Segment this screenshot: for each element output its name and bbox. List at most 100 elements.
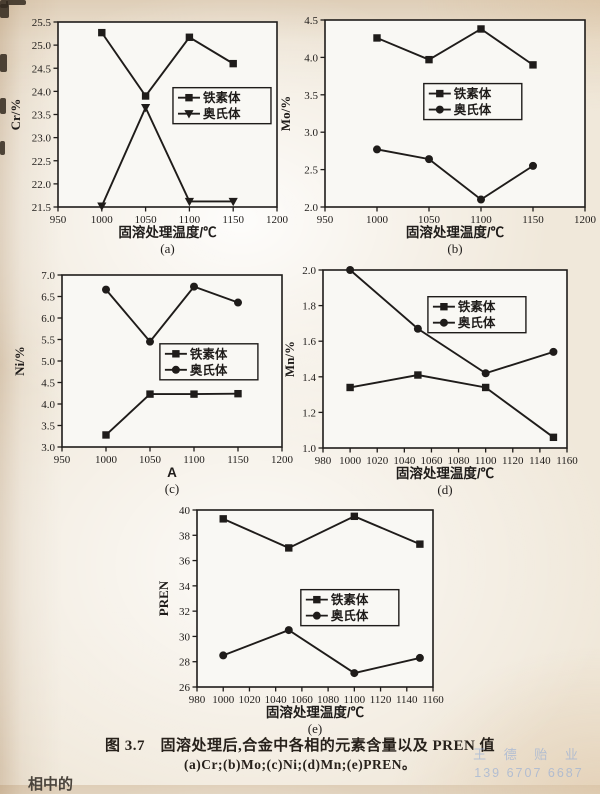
x-axis-label: 固溶处理温度/℃: [118, 224, 217, 240]
chart-e-legend-label-0: 铁素体: [331, 592, 369, 607]
marker-square: [436, 89, 444, 98]
y-tick-label: 23.5: [32, 110, 52, 122]
figure-caption-title: 图 3.7 固溶处理后,合金中各相的元素含量以及 PREN 值: [104, 738, 496, 754]
y-tick-label: 3.0: [304, 127, 318, 139]
x-tick-label: 1050: [135, 214, 158, 226]
x-tick-label: 1000: [212, 694, 235, 706]
y-tick-label: 1.6: [302, 336, 316, 348]
x-tick-label: 1050: [139, 454, 162, 466]
y-tick-label: 3.5: [304, 90, 318, 102]
marker-square: [102, 431, 110, 439]
subplot-label: (b): [447, 241, 462, 256]
y-tick-label: 23.0: [32, 133, 52, 145]
subplot-label: (d): [437, 482, 452, 497]
marker-triangle-down: [141, 103, 151, 113]
x-tick-label: 1100: [475, 455, 497, 467]
marker-square: [477, 25, 485, 33]
y-tick-label: 3.0: [41, 442, 55, 454]
marker-square: [285, 544, 293, 552]
chart-e-legend-box: [300, 588, 400, 627]
chart-b-svg: 950 1000 1050 1100 1150 1200 2.0 2.5 3.0 3.5 4.0 4.…: [278, 15, 597, 256]
chart-c-legend-box: [159, 343, 259, 381]
marker-circle: [190, 282, 198, 291]
scan-smudge: [0, 4, 9, 18]
x-tick-label: 1200: [574, 214, 597, 226]
y-tick-label: 4.0: [304, 52, 318, 64]
y-axis-label: PREN: [156, 580, 171, 616]
y-axis-label: Mn/%: [282, 341, 297, 377]
marker-triangle-down: [184, 197, 194, 207]
chart-e-svg: 980 1000 1020 1040 1060 1080 1100 1120 1140 1160 2…: [156, 505, 444, 736]
y-tick-label: 2.0: [302, 265, 316, 277]
x-tick-label: 1060: [291, 694, 314, 706]
marker-circle: [219, 651, 228, 660]
subplot-label: (a): [160, 241, 174, 256]
y-tick-label: 25.5: [32, 17, 52, 29]
chart-d-legend-label-1: 奥氏体: [458, 315, 496, 330]
chart-b-legend-box: [423, 82, 523, 121]
y-tick-label: 5.5: [41, 335, 55, 347]
marker-circle: [415, 653, 424, 662]
chart-c-line-0: [105, 392, 239, 436]
y-tick-label: 4.5: [304, 15, 318, 27]
x-tick-label: 1060: [420, 455, 443, 467]
scan-smudge: [6, 0, 26, 5]
marker-circle: [439, 318, 448, 327]
scan-smudge: [0, 98, 6, 114]
x-axis-label: A: [167, 465, 177, 480]
chart-e-legend-label-1: 奥氏体: [331, 608, 369, 623]
marker-circle: [350, 669, 359, 678]
y-tick-label: 7.0: [41, 270, 55, 282]
y-tick-label: 4.0: [41, 399, 55, 411]
chart-c-svg: 950 1000 1050 1100 1150 1200 3.0 3.5 4.0 4.5 5.0 5.…: [12, 270, 294, 496]
chart-a-legend-label-1: 奥氏体: [203, 106, 241, 121]
y-tick-label: 25.0: [32, 40, 52, 52]
chart-a-svg: 950 1000 1050 1100 1150 1200 21.5 22.0 22.5 23.0 2…: [8, 17, 289, 256]
chart-c-legend-label-0: 铁素体: [190, 346, 228, 361]
scan-smudge: [0, 0, 8, 8]
marker-square: [185, 93, 193, 102]
y-tick-label: 1.4: [302, 372, 316, 384]
y-tick-label: 30: [179, 631, 191, 643]
chart-pren: 980 1000 1020 1040 1060 1080 1100 1120 1140 1160 2…: [140, 495, 460, 747]
chart-b-legend-label-0: 铁素体: [454, 86, 492, 101]
marker-square: [98, 28, 106, 37]
y-axis-label: Cr/%: [8, 99, 23, 131]
chart-d-legend-box: [427, 296, 527, 334]
y-tick-label: 6.5: [41, 292, 55, 304]
x-tick-label: 980: [315, 455, 332, 467]
x-tick-label: 1040: [265, 694, 288, 706]
chart-c-legend-label-1: 奥氏体: [190, 362, 228, 377]
x-tick-label: 1150: [222, 214, 244, 226]
y-tick-label: 5.0: [41, 356, 55, 368]
x-tick-label: 1200: [271, 454, 294, 466]
x-tick-label: 1000: [95, 454, 118, 466]
x-tick-label: 1100: [179, 214, 201, 226]
chart-c-line-1: [105, 285, 239, 344]
marker-square: [373, 34, 381, 42]
y-tick-label: 2.5: [304, 165, 318, 177]
x-tick-label: 1100: [470, 214, 492, 226]
marker-square: [416, 540, 424, 548]
x-tick-label: 950: [50, 214, 67, 226]
marker-circle: [425, 155, 433, 164]
y-tick-label: 36: [179, 556, 191, 568]
y-tick-label: 24.5: [32, 63, 52, 75]
marker-circle: [171, 365, 180, 374]
marker-circle: [234, 298, 242, 307]
x-tick-label: 950: [317, 214, 334, 226]
x-tick-label: 1160: [556, 455, 578, 467]
x-tick-label: 980: [189, 694, 206, 706]
figure-caption-sublabels: (a)Cr;(b)Mo;(c)Ni;(d)Mn;(e)PREN。: [184, 757, 416, 772]
y-axis-label: Ni/%: [12, 346, 27, 376]
marker-circle: [477, 195, 485, 204]
y-axis-label: Mo/%: [278, 96, 293, 131]
x-tick-label: 1120: [370, 694, 392, 706]
marker-square: [185, 33, 194, 41]
subplot-label: (c): [165, 481, 179, 496]
scan-smudge: [0, 54, 7, 72]
chart-b-line-0: [376, 27, 534, 66]
y-tick-label: 24.0: [32, 86, 52, 98]
chart-a-legend-label-0: 铁素体: [203, 90, 241, 105]
